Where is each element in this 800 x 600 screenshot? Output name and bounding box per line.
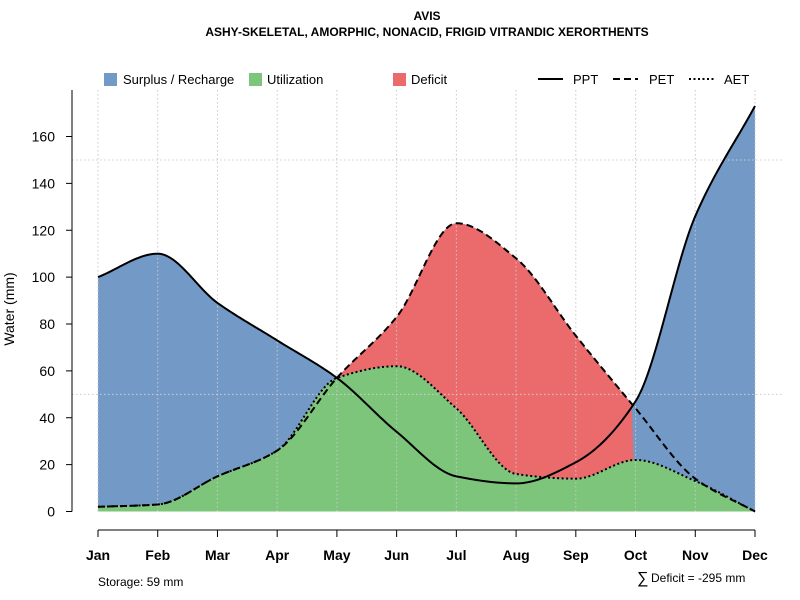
y-tick-label: 140 <box>32 175 56 191</box>
legend-label: PPT <box>573 72 598 87</box>
x-tick-label-may: May <box>323 547 350 563</box>
y-tick-label: 160 <box>32 129 56 145</box>
storage-annotation: Storage: 59 mm <box>98 575 183 589</box>
y-tick-label: 40 <box>39 410 55 426</box>
x-tick-label-apr: Apr <box>265 547 290 563</box>
deficit-area <box>98 223 755 512</box>
aet-line <box>97 365 756 513</box>
x-tick-label-feb: Feb <box>145 547 170 563</box>
x-tick-label-sep: Sep <box>563 547 589 563</box>
x-tick-label-dec: Dec <box>742 547 768 563</box>
deficit-annotation: Deficit = -295 mm <box>651 571 745 585</box>
utilization-area <box>98 366 755 512</box>
legend-swatch <box>393 73 406 86</box>
legend-label: Utilization <box>267 72 323 87</box>
legend-label: Deficit <box>411 72 448 87</box>
legend-label: Surplus / Recharge <box>123 72 234 87</box>
y-tick-label: 100 <box>32 269 56 285</box>
chart-subtitle: ASHY-SKELETAL, AMORPHIC, NONACID, FRIGID… <box>205 25 648 39</box>
legend: Surplus / Recharge Utilization Deficit PPT P… <box>104 72 749 87</box>
y-tick-label: 0 <box>47 504 55 520</box>
plot-area: 0 20 40 60 80 100 120 140 160 Jan Feb Mar Apr May Jun J… <box>32 90 782 563</box>
x-tick-label-jun: Jun <box>384 547 409 563</box>
legend-swatch <box>104 73 117 86</box>
pet-line <box>97 222 756 513</box>
legend-label: PET <box>649 72 674 87</box>
y-tick-label: 120 <box>32 222 56 238</box>
chart-title: AVIS <box>413 9 440 23</box>
x-tick-label-jan: Jan <box>86 547 110 563</box>
y-tick-label: 60 <box>39 363 55 379</box>
x-tick-label-nov: Nov <box>682 547 709 563</box>
x-tick-label-aug: Aug <box>502 547 529 563</box>
x-tick-label-mar: Mar <box>205 547 230 563</box>
x-tick-label-jul: Jul <box>446 547 466 563</box>
ppt-line <box>97 105 756 485</box>
y-tick-label: 20 <box>39 457 55 473</box>
legend-swatch <box>249 73 262 86</box>
x-tick-label-oct: Oct <box>624 547 648 563</box>
y-tick-label: 80 <box>39 316 55 332</box>
y-axis-title: Water (mm) <box>1 272 17 345</box>
sum-symbol: ∑ <box>637 570 648 587</box>
legend-label: AET <box>724 72 749 87</box>
